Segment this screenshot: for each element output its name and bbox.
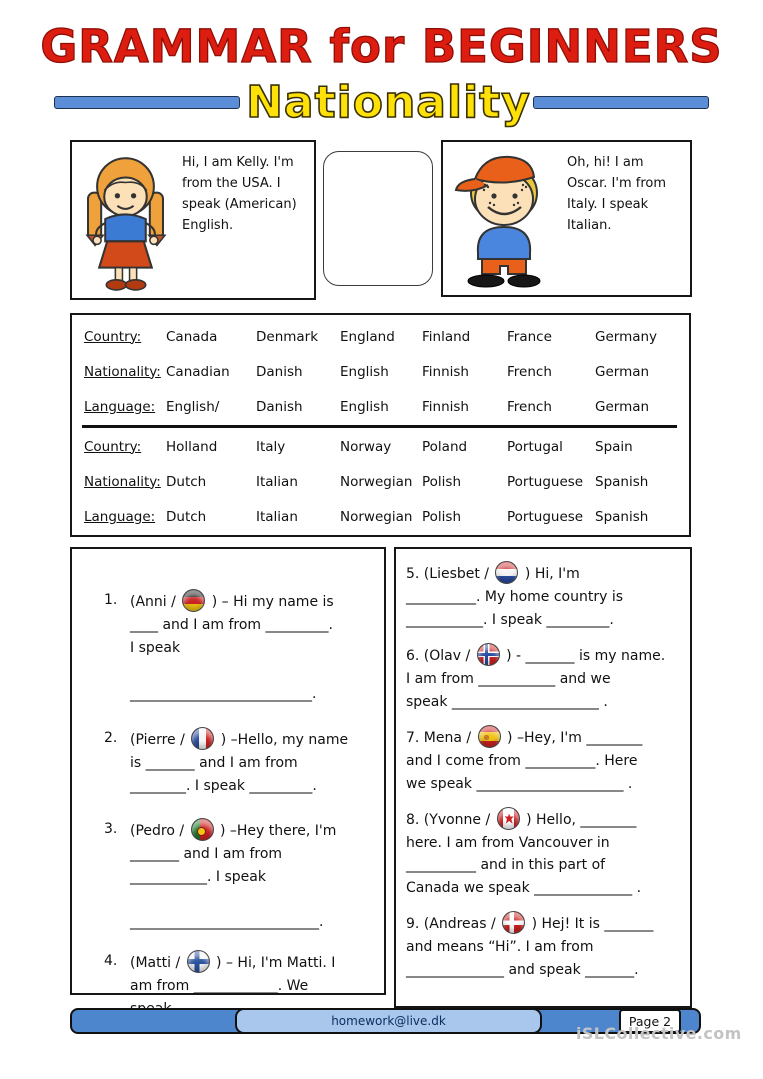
- page-title: GRAMMAR for BEGINNERS: [40, 19, 723, 73]
- exercise-item-6: 6. (Olav / ) - _______ is my name. I am …: [406, 642, 682, 714]
- item-text: 5. (Liesbet / ) Hi, I'm __________. My h…: [406, 561, 682, 632]
- boy-character-illustration: [443, 141, 565, 295]
- table-cell: Danish: [256, 398, 303, 415]
- girl-character-illustration: [72, 142, 180, 298]
- page-subtitle: Nationality: [245, 76, 531, 129]
- item-number: 1.: [104, 592, 118, 608]
- row-label: Nationality:: [84, 363, 161, 380]
- france-flag-icon: [191, 726, 215, 750]
- table-cell: Italian: [256, 508, 298, 525]
- right-divider-bar: [532, 95, 709, 109]
- exercise-column-left: 1. (Anni / ) – Hi my name is ____ and I …: [70, 547, 386, 1017]
- table-cell: Italy: [256, 438, 286, 455]
- row-label: Nationality:: [84, 473, 161, 490]
- row-label: Language:: [84, 398, 156, 415]
- netherlands-flag-icon: [495, 561, 519, 584]
- table-cell: Polish: [422, 473, 462, 490]
- oscar-speech-text: Oh, hi! I am Oscar. I'm from Italy. I sp…: [567, 155, 666, 234]
- table-cell: Finnish: [422, 363, 469, 380]
- exercise-item-1: 1. (Anni / ) – Hi my name is ____ and I …: [104, 589, 374, 706]
- table-cell: French: [507, 398, 552, 415]
- table-cell: Portuguese: [507, 508, 584, 525]
- empty-picture-box: [323, 151, 433, 286]
- table-cell: French: [507, 363, 552, 380]
- exercise-item-2: 2. (Pierre / ) –Hello, my name is ______…: [104, 726, 374, 798]
- row-label: Language:: [84, 508, 156, 525]
- footer-email: homework@live.dk: [235, 1008, 542, 1034]
- table-cell: Spain: [595, 438, 633, 455]
- table-cell: Norwegian: [340, 508, 413, 525]
- table-cell: Dutch: [166, 508, 207, 525]
- table-cell: Spanish: [595, 508, 649, 525]
- canada-flag-icon: [496, 806, 520, 830]
- table-row: Language: English/ Danish English Finnis…: [84, 389, 689, 424]
- item-text: (Pedro / ) –Hey there, I'm _______ and I…: [130, 817, 374, 935]
- item-text: 6. (Olav / ) - _______ is my name. I am …: [406, 642, 682, 714]
- table-cell: Norwegian: [340, 473, 413, 490]
- kelly-speech-box: Hi, I am Kelly. I'm from the USA. I spea…: [70, 140, 316, 300]
- table-cell: Portugal: [507, 438, 563, 455]
- table-cell: Portuguese: [507, 473, 584, 490]
- table-row: Language: Dutch Italian Norwegian Polish…: [84, 499, 689, 534]
- norway-flag-icon: [476, 642, 500, 666]
- table-cell: Canada: [166, 328, 218, 345]
- finland-flag-icon: [186, 950, 210, 974]
- germany-flag-icon: [182, 589, 206, 612]
- item-text: (Anni / ) – Hi my name is ____ and I am …: [130, 589, 374, 706]
- table-cell: Holland: [166, 438, 218, 455]
- table-section-divider: [82, 425, 677, 428]
- item-number: 2.: [104, 729, 118, 746]
- table-cell: English/: [166, 398, 220, 415]
- table-cell: English: [340, 363, 389, 380]
- table-cell: German: [595, 398, 650, 415]
- page-number-badge: Page 2: [619, 1009, 681, 1033]
- country-nationality-language-table: Country: Canada Denmark England Finland …: [70, 313, 691, 537]
- table-row: Nationality: Canadian Danish English Fin…: [84, 354, 689, 389]
- exercise-item-7: 7. Mena / ) –Hey, I'm ________ and I com…: [406, 724, 682, 796]
- table-cell: England: [340, 328, 395, 345]
- exercise-item-9: 9. (Andreas / ) Hej! It is _______ and m…: [406, 911, 682, 982]
- table-cell: Spanish: [595, 473, 649, 490]
- table-cell: Canadian: [166, 363, 230, 380]
- table-cell: English: [340, 398, 389, 415]
- subtitle-row: Nationality: [0, 72, 763, 132]
- table-cell: German: [595, 363, 650, 380]
- denmark-flag-icon: [502, 911, 526, 935]
- table-cell: Denmark: [256, 328, 319, 345]
- exercise-item-8: 8. (Yvonne / ) Hello, ________ here. I a…: [406, 806, 682, 901]
- table-row: Country: Holland Italy Norway Poland Por…: [84, 429, 689, 464]
- left-divider-bar: [54, 95, 241, 109]
- table-cell: Germany: [595, 328, 658, 345]
- table-cell: Polish: [422, 508, 462, 525]
- table-cell: France: [507, 328, 552, 345]
- row-label: Country:: [84, 328, 142, 345]
- portugal-flag-icon: [190, 817, 214, 841]
- exercise-column-right: 5. (Liesbet / ) Hi, I'm __________. My h…: [394, 547, 692, 1008]
- item-number: 3.: [104, 820, 118, 837]
- item-number: 4.: [104, 953, 118, 970]
- kelly-speech-text: Hi, I am Kelly. I'm from the USA. I spea…: [182, 155, 297, 234]
- table-cell: Finnish: [422, 398, 469, 415]
- table-cell: Italian: [256, 473, 298, 490]
- table-cell: Norway: [340, 438, 392, 455]
- exercise-item-3: 3. (Pedro / ) –Hey there, I'm _______ an…: [104, 817, 374, 935]
- table-row: Country: Canada Denmark England Finland …: [84, 319, 689, 354]
- table-cell: Danish: [256, 363, 303, 380]
- table-cell: Finland: [422, 328, 471, 345]
- item-text: 7. Mena / ) –Hey, I'm ________ and I com…: [406, 724, 682, 796]
- spain-flag-icon: [477, 724, 501, 748]
- table-cell: Dutch: [166, 473, 207, 490]
- footer-bar: homework@live.dk Page 2: [70, 1008, 701, 1034]
- item-text: (Pierre / ) –Hello, my name is _______ a…: [130, 726, 374, 798]
- oscar-speech-box: Oh, hi! I am Oscar. I'm from Italy. I sp…: [441, 140, 692, 297]
- row-label: Country:: [84, 438, 142, 455]
- item-text: 9. (Andreas / ) Hej! It is _______ and m…: [406, 911, 682, 982]
- table-cell: Poland: [422, 438, 468, 455]
- exercise-item-5: 5. (Liesbet / ) Hi, I'm __________. My h…: [406, 561, 682, 632]
- islcollective-watermark: iSLCollective.com: [576, 1024, 742, 1043]
- item-text: 8. (Yvonne / ) Hello, ________ here. I a…: [406, 806, 682, 901]
- table-row: Nationality: Dutch Italian Norwegian Pol…: [84, 464, 689, 499]
